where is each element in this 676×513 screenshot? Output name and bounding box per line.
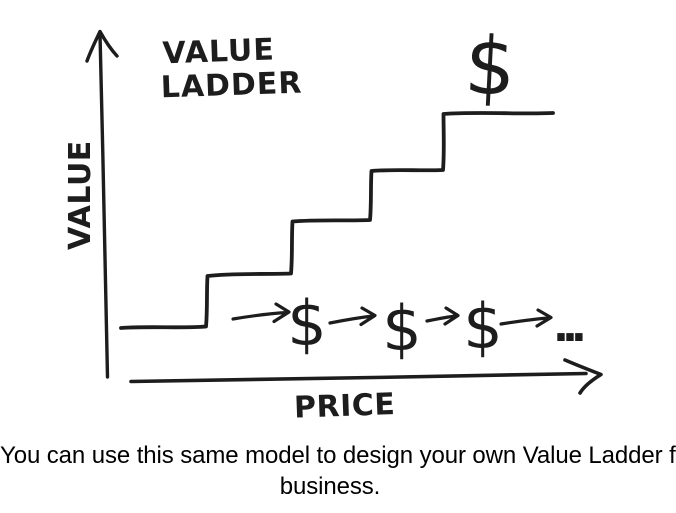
top-dollar-sign: $ — [462, 19, 518, 115]
flow-dollar-1: $ — [287, 287, 326, 360]
caption: You can use this same model to design yo… — [0, 440, 676, 502]
value-ladder-figure: VALUE LADDER VALUE PRICE $ $ $ $ ... — [63, 19, 603, 426]
x-axis-line — [129, 371, 588, 384]
flow-dollar-2: $ — [382, 292, 421, 365]
flow-arrow-4-icon — [499, 308, 553, 328]
caption-line1: You can use this same model to design yo… — [0, 442, 676, 469]
figure-title-line2: LADDER — [160, 65, 303, 105]
figure-canvas: VALUE LADDER VALUE PRICE $ $ $ $ ... — [63, 19, 603, 426]
x-axis-label: PRICE — [293, 387, 395, 426]
flow-ellipsis: ... — [553, 302, 583, 351]
staircase-path — [119, 111, 555, 330]
flow-arrow-2-icon — [328, 306, 377, 327]
figure-title-line1: VALUE — [162, 32, 275, 71]
flow-dollar-3: $ — [463, 290, 502, 363]
caption-line2: business. — [279, 473, 381, 500]
y-axis-label: VALUE — [63, 140, 98, 250]
x-axis-arrowhead-icon — [563, 358, 603, 395]
figure-title: VALUE LADDER — [160, 32, 303, 105]
y-axis-line — [98, 32, 110, 379]
flow-arrow-1-icon — [231, 302, 291, 324]
flow-arrow-3-icon — [425, 306, 460, 326]
y-axis-arrowhead-icon — [85, 29, 119, 63]
